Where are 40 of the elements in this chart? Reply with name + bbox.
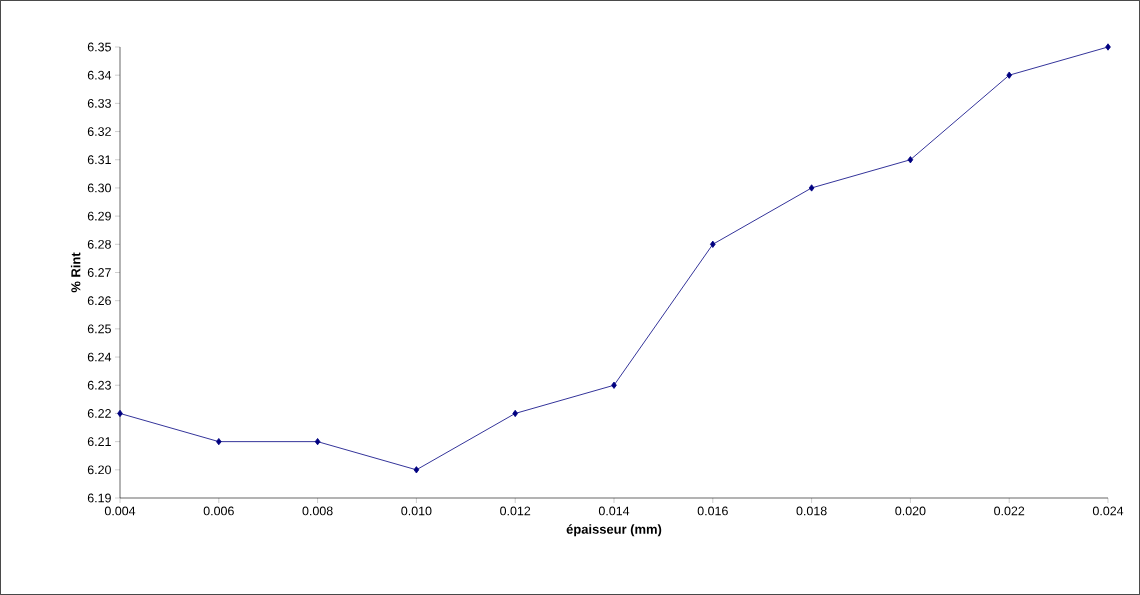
y-tick-label: 6.25	[87, 324, 111, 334]
y-tick-label: 6.22	[87, 409, 111, 418]
x-tick-label: 0.022	[994, 506, 1025, 516]
point	[1006, 71, 1013, 79]
point	[710, 240, 716, 248]
y-tick-label: 6.34	[87, 70, 112, 80]
x-tick-label: 0.020	[895, 506, 926, 516]
x-tick-label: 0.012	[500, 506, 531, 516]
x-tick-label: 0.016	[697, 506, 728, 516]
y-tick-label: 6.31	[87, 155, 111, 165]
y-tick-label: 6.35	[87, 42, 111, 52]
y-tick-label: 6.29	[87, 211, 111, 221]
point	[314, 438, 321, 446]
point	[216, 438, 222, 446]
y-tick-label: 6.20	[87, 465, 111, 475]
point	[907, 156, 914, 164]
y-tick-label: 6.27	[87, 268, 111, 277]
y-tick-label: 6.19	[87, 493, 111, 503]
y-tick-label: 6.24	[87, 352, 112, 362]
point	[512, 409, 519, 418]
point	[611, 381, 617, 389]
x-axis-title: épaisseur (mm)	[566, 524, 662, 537]
point	[1105, 43, 1111, 51]
y-tick-label: 6.33	[87, 98, 111, 108]
y-tick-label: 6.32	[87, 127, 111, 136]
y-tick-label: 6.23	[87, 380, 111, 390]
point	[808, 184, 815, 192]
y-tick-label: 6.30	[87, 183, 111, 193]
x-tick-label: 0.008	[302, 506, 333, 516]
y-tick-label: 6.21	[87, 437, 111, 447]
x-tick-label: 0.004	[104, 506, 136, 516]
y-axis-title: % Rint	[70, 252, 81, 293]
x-tick-label: 0.018	[796, 506, 827, 516]
y-tick-label: 6.28	[87, 239, 111, 249]
x-tick-label: 0.014	[598, 506, 630, 516]
x-tick-label: 0.006	[203, 506, 234, 516]
y-tick-label: 6.26	[87, 296, 111, 306]
x-tick-label: 0.010	[401, 506, 432, 516]
point	[413, 466, 420, 474]
x-tick-label: 0.024	[1092, 506, 1124, 516]
